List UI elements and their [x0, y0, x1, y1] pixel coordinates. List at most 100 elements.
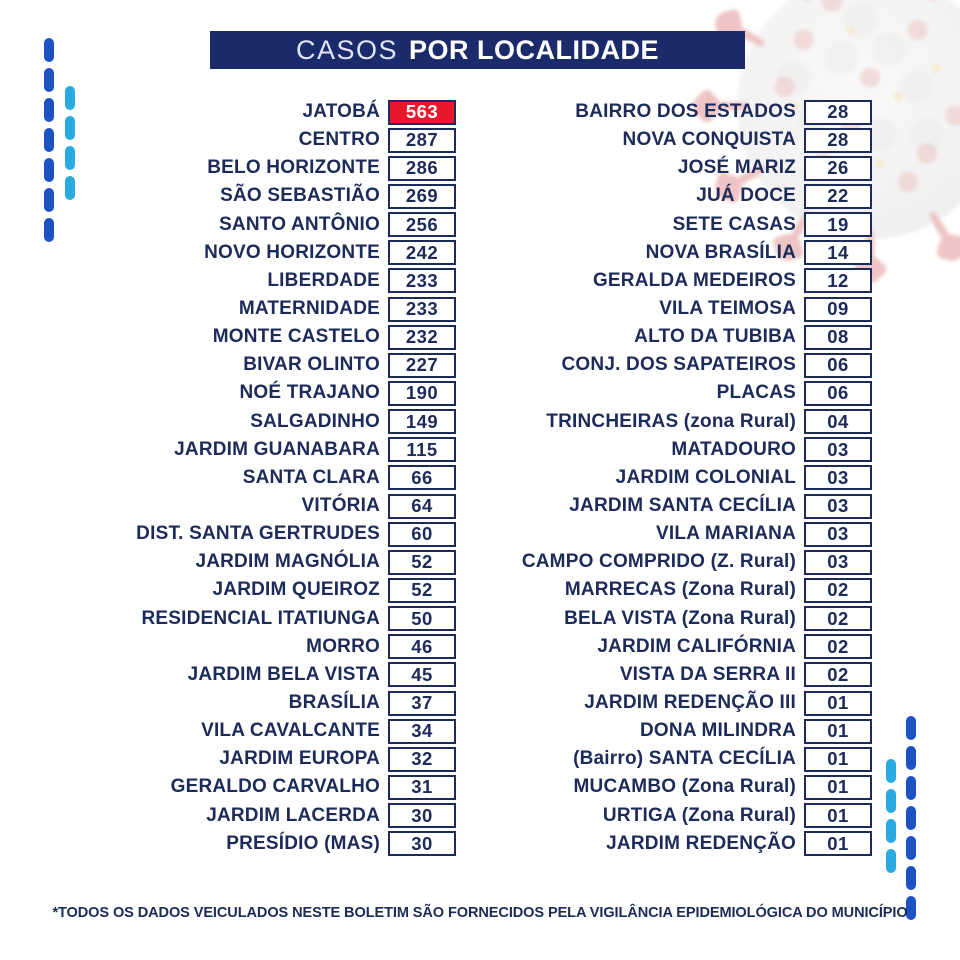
dash [906, 716, 916, 740]
locality-name: NOVA BRASÍLIA [645, 241, 796, 263]
locality-row: SETE CASAS 19 [468, 211, 872, 239]
dashed-line-ornament [906, 716, 916, 926]
locality-row: URTIGA (Zona Rural) 01 [468, 802, 872, 830]
cases-count-box: 01 [804, 746, 872, 772]
locality-name: MATERNIDADE [238, 298, 380, 320]
locality-row: NOVA BRASÍLIA 14 [468, 239, 872, 267]
cases-count-box: 14 [804, 240, 872, 266]
locality-name: MUCAMBO (Zona Rural) [573, 776, 796, 798]
locality-name: RESIDENCIAL ITATIUNGA [141, 607, 380, 629]
dash [44, 158, 54, 182]
locality-row: CENTRO 287 [88, 126, 456, 154]
locality-name: VILA CAVALCANTE [201, 720, 380, 742]
locality-row: JUÁ DOCE 22 [468, 182, 872, 210]
locality-row: SALGADINHO 149 [88, 408, 456, 436]
cases-count-box: 03 [804, 493, 872, 519]
locality-name: JUÁ DOCE [696, 185, 796, 207]
cases-count-box: 02 [804, 634, 872, 660]
locality-row: VILA TEIMOSA 09 [468, 295, 872, 323]
locality-name: LIBERDADE [267, 269, 380, 291]
locality-row: JARDIM LACERDA 30 [88, 802, 456, 830]
cases-count-box: 30 [388, 803, 456, 829]
locality-name: PRESÍDIO (MAS) [226, 832, 380, 854]
locality-name: GERALDO CARVALHO [170, 776, 380, 798]
cases-count-box: 256 [388, 212, 456, 238]
cases-count-box: 287 [388, 127, 456, 153]
dash [44, 68, 54, 92]
locality-name: ALTO DA TUBIBA [634, 326, 796, 348]
cases-count-box: 37 [388, 690, 456, 716]
locality-row: JARDIM GUANABARA 115 [88, 436, 456, 464]
locality-name: (Bairro) SANTA CECÍLIA [573, 748, 796, 770]
locality-name: VISTA DA SERRA II [619, 663, 796, 685]
cases-count-box: 269 [388, 183, 456, 209]
dash [44, 98, 54, 122]
locality-name: JARDIM COLONIAL [615, 466, 796, 488]
cases-count-box: 190 [388, 380, 456, 406]
locality-row: SANTO ANTÔNIO 256 [88, 211, 456, 239]
cases-count-box: 34 [388, 718, 456, 744]
cases-count-box: 52 [388, 549, 456, 575]
dash [65, 146, 75, 170]
cases-count-box: 01 [804, 774, 872, 800]
locality-name: BAIRRO DOS ESTADOS [575, 101, 796, 123]
cases-count-box: 02 [804, 662, 872, 688]
locality-name: JARDIM REDENÇÃO III [584, 692, 796, 714]
locality-row: JARDIM MAGNÓLIA 52 [88, 548, 456, 576]
dash [886, 849, 896, 873]
locality-row: PRESÍDIO (MAS) 30 [88, 830, 456, 858]
locality-row: SANTA CLARA 66 [88, 464, 456, 492]
locality-name: TRINCHEIRAS (zona Rural) [546, 410, 796, 432]
locality-row: VITÓRIA 64 [88, 492, 456, 520]
cases-count-box: 227 [388, 352, 456, 378]
locality-row: NOVO HORIZONTE 242 [88, 239, 456, 267]
locality-name: CONJ. DOS SAPATEIROS [561, 354, 796, 376]
cases-count-box: 45 [388, 662, 456, 688]
locality-name: JARDIM QUEIROZ [212, 579, 380, 601]
locality-row: LIBERDADE 233 [88, 267, 456, 295]
cases-count-box: 01 [804, 831, 872, 857]
locality-row: DONA MILINDRA 01 [468, 717, 872, 745]
page-title-light: CASOS [295, 34, 399, 65]
cases-count-box: 03 [804, 437, 872, 463]
locality-name: JARDIM REDENÇÃO [606, 832, 796, 854]
locality-row: JARDIM BELA VISTA 45 [88, 661, 456, 689]
locality-row: DIST. SANTA GERTRUDES 60 [88, 520, 456, 548]
locality-name: MATADOURO [671, 438, 796, 460]
dash [65, 176, 75, 200]
locality-name: JARDIM MAGNÓLIA [195, 551, 380, 573]
locality-name: NOVA CONQUISTA [622, 129, 796, 151]
cases-count-box: 02 [804, 606, 872, 632]
locality-column-left: JATOBÁ 563 CENTRO 287 BELO HORIZONTE 286 SÃO S… [88, 98, 456, 858]
locality-name: MORRO [306, 635, 380, 657]
locality-row: SÃO SEBASTIÃO 269 [88, 182, 456, 210]
locality-row: JATOBÁ 563 [88, 98, 456, 126]
locality-name: NOVO HORIZONTE [204, 241, 380, 263]
page-title: CASOS POR LOCALIDADE [210, 31, 745, 69]
locality-name: SANTA CLARA [242, 466, 380, 488]
locality-row: (Bairro) SANTA CECÍLIA 01 [468, 745, 872, 773]
locality-column-right: BAIRRO DOS ESTADOS 28 NOVA CONQUISTA 28 JOSÉ… [468, 98, 872, 858]
locality-row: NOVA CONQUISTA 28 [468, 126, 872, 154]
locality-name: DIST. SANTA GERTRUDES [136, 523, 380, 545]
dash [44, 218, 54, 242]
locality-row: MONTE CASTELO 232 [88, 323, 456, 351]
locality-row: VISTA DA SERRA II 02 [468, 661, 872, 689]
cases-count-box: 32 [388, 746, 456, 772]
cases-count-box: 06 [804, 380, 872, 406]
page-title-bold: POR LOCALIDADE [409, 34, 660, 65]
cases-count-box: 22 [804, 183, 872, 209]
dash [906, 896, 916, 920]
locality-row: JARDIM SANTA CECÍLIA 03 [468, 492, 872, 520]
locality-name: VITÓRIA [301, 495, 380, 517]
cases-count-box: 286 [388, 155, 456, 181]
dash [44, 128, 54, 152]
locality-row: ALTO DA TUBIBA 08 [468, 323, 872, 351]
locality-name: SANTO ANTÔNIO [219, 213, 380, 235]
locality-name: JARDIM BELA VISTA [187, 663, 380, 685]
cases-count-box: 30 [388, 831, 456, 857]
cases-count-box: 01 [804, 690, 872, 716]
dash [906, 836, 916, 860]
cases-count-box: 52 [388, 577, 456, 603]
dash [886, 789, 896, 813]
